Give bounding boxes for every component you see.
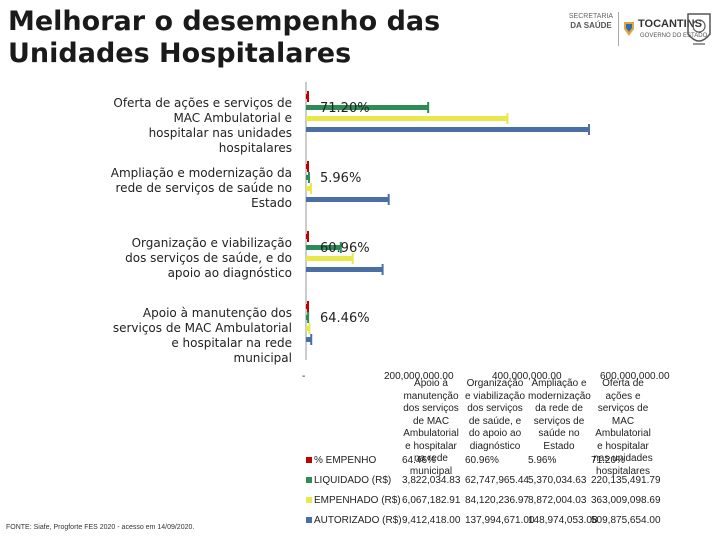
- table-cell: 148,974,053.08: [528, 515, 598, 526]
- legend-text-autorizado: AUTORIZADO (R$): [314, 515, 402, 526]
- page-title: Melhorar o desempenho das Unidades Hospi…: [8, 6, 441, 69]
- table-row-label-liquidado: LIQUIDADO (R$): [306, 475, 391, 486]
- table-cell: 220,135,491.79: [591, 475, 661, 486]
- government-subtitle: GOVERNO DO ESTADO: [640, 33, 708, 39]
- bar-autorizado-r--1: [306, 197, 389, 202]
- table-cell: 64.46%: [402, 455, 436, 466]
- table-row-label-empenhado: EMPENHADO (R$): [306, 495, 401, 506]
- tocantins-mark-icon: [624, 22, 634, 36]
- table-cell: 84,120,236.97: [465, 495, 529, 506]
- bar-empenhado-r--1: [306, 186, 311, 191]
- table-row-autorizado: 9,412,418.00 137,994,671.00148,974,053.08…: [402, 515, 661, 526]
- category-label-oferta: Oferta de ações e serviços de MAC Ambula…: [113, 96, 292, 155]
- state-crest-icon: [687, 13, 711, 45]
- table-cell: 509,875,654.00: [591, 515, 661, 526]
- x-tick-2: 400,000,000.00: [492, 371, 562, 382]
- bar-empenhado-r--2: [306, 256, 353, 261]
- bar-empenhado-r--3: [306, 326, 310, 331]
- bar-liquidado-r--2: [306, 245, 341, 250]
- secretaria-line2: DA SAÚDE: [570, 21, 612, 30]
- data-label-2: 60.96%: [320, 241, 370, 256]
- secretaria-logo: SECRETARIA DA SAÚDE: [566, 12, 616, 30]
- category-label-apoio: Apoio à manutenção dos serviços de MAC A…: [112, 306, 292, 365]
- table-cell: 71.20%: [591, 455, 625, 466]
- bar-autorizado-r--2: [306, 267, 383, 272]
- table-header-ampliacao: Ampliação e modernização da rede de serv…: [528, 378, 591, 452]
- bar-liquidado-r--1: [306, 175, 309, 180]
- table-cell: 137,994,671.00: [465, 515, 535, 526]
- table-cell: 5.96%: [528, 455, 557, 466]
- logos: SECRETARIA DA SAÚDE TOCANTINS GOVERNO DO…: [560, 8, 716, 52]
- data-label-3: 64.46%: [320, 311, 370, 326]
- x-tick-1: 200,000,000.00: [384, 371, 454, 382]
- source-note: FONTE: Siafe, Progforte FES 2020 - acess…: [6, 524, 195, 531]
- x-tick-0: -: [302, 371, 306, 382]
- table-header-apoio: Apoio à manutenção dos serviços de MAC A…: [403, 378, 459, 477]
- x-tick-3: 600,000,000.00: [600, 371, 670, 382]
- table-cell: 6,067,182.91: [402, 495, 461, 506]
- data-label-0: 71.20%: [320, 101, 370, 116]
- category-label-organizacao: Organização e viabilização dos serviços …: [125, 236, 292, 280]
- legend-text-empenhado: EMPENHADO (R$): [314, 495, 401, 506]
- legend-swatch-empenho: [306, 457, 312, 464]
- table-cell: 8,872,004.03: [528, 495, 587, 506]
- table-cell: 60.96%: [465, 455, 499, 466]
- secretaria-line1: SECRETARIA: [568, 13, 614, 20]
- table-header-organizacao: Organização e viabilização dos serviços …: [464, 378, 526, 452]
- table-header-oferta: Oferta de ações e serviços de MAC Ambula…: [593, 378, 653, 477]
- bar-autorizado-r--3: [306, 337, 312, 342]
- table-cell: 3,822,034.83: [402, 475, 461, 486]
- table-row-empenho: 64.46% 60.96% 5.96% 71.20%: [402, 455, 654, 466]
- bar-empenhado-r--0: [306, 116, 508, 121]
- table-cell: 363,009,098.69: [591, 495, 661, 506]
- table-cell: 5,370,034.63: [528, 475, 587, 486]
- bar-autorizado-r--0: [306, 127, 589, 132]
- legend-swatch-liquidado: [306, 477, 312, 484]
- category-label-ampliacao: Ampliação e modernização da rede de serv…: [110, 166, 292, 210]
- table-row-label-autorizado: AUTORIZADO (R$): [306, 515, 402, 526]
- legend-text-liquidado: LIQUIDADO (R$): [314, 475, 392, 486]
- legend-swatch-empenhado: [306, 497, 312, 504]
- bar-liquidado-r--0: [306, 105, 429, 110]
- tocantins-name: TOCANTINS: [638, 18, 702, 30]
- bar-liquidado-r--3: [306, 315, 309, 320]
- legend-swatch-autorizado: [306, 517, 312, 524]
- table-cell: 9,412,418.00: [402, 515, 461, 526]
- table-row-liquidado: 3,822,034.83 62,747,965.445,370,034.63 220…: [402, 475, 661, 486]
- table-row-empenhado: 6,067,182.91 84,120,236.978,872,004.03 363…: [402, 495, 661, 506]
- data-label-1: 5.96%: [320, 171, 361, 186]
- legend-text-empenho: % EMPENHO: [314, 455, 377, 466]
- logo-divider: [618, 12, 619, 46]
- table-row-label-empenho: % EMPENHO: [306, 455, 376, 466]
- table-cell: 62,747,965.44: [465, 475, 529, 486]
